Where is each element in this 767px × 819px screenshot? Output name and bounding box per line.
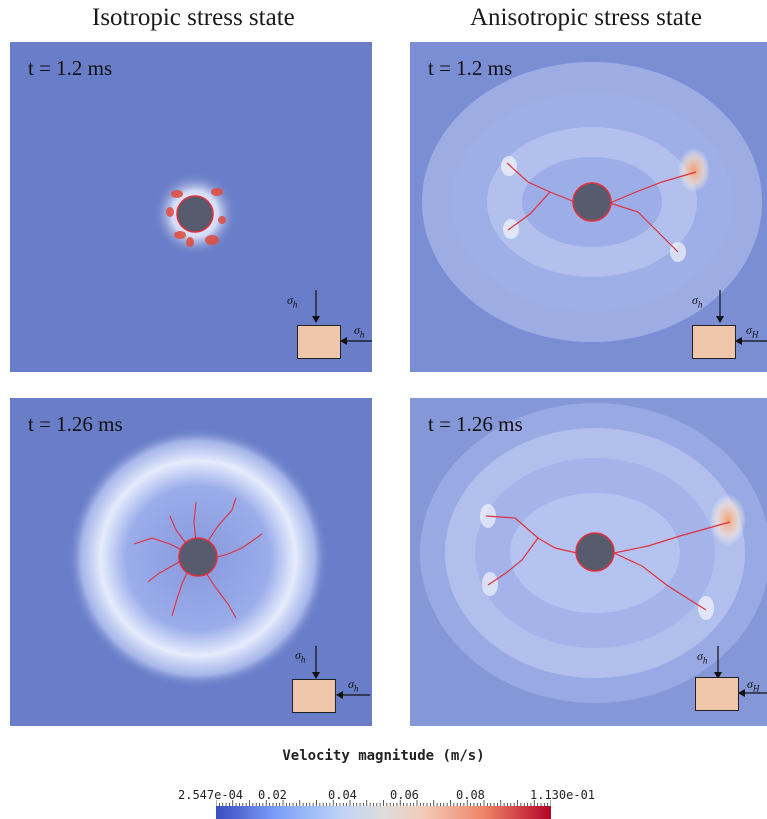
fracture-tips (166, 188, 226, 247)
time-label: t = 1.26 ms (28, 412, 123, 436)
borehole (575, 532, 615, 572)
anisotropic-title: Anisotropic stress state (470, 4, 702, 31)
sigma-top-label: σh (287, 293, 298, 310)
sigma-side-label: σh (348, 677, 359, 694)
borehole (572, 182, 612, 222)
panel-isotropic-t1: t = 1.2 ms σh σh (10, 42, 372, 372)
sigma-side-label: σH (746, 323, 759, 340)
colorbar-tick: 0.02 (258, 788, 287, 802)
colorbar (216, 806, 551, 819)
stress-box (692, 325, 736, 359)
time-label: t = 1.2 ms (428, 56, 513, 80)
time-label: t = 1.26 ms (428, 412, 523, 436)
arrow-down-icon (312, 290, 320, 323)
stress-box (695, 677, 739, 711)
borehole (176, 195, 214, 233)
velocity-field (10, 42, 372, 372)
colorbar-title: Velocity magnitude (m/s) (282, 748, 485, 764)
arrow-down-icon (714, 646, 722, 679)
arrow-down-icon (716, 290, 724, 323)
borehole (178, 537, 218, 577)
panel-anisotropic-t1: t = 1.2 ms σh σH (410, 42, 767, 372)
stress-box (292, 679, 336, 713)
colorbar-tick-max: 1.130e-01 (530, 788, 596, 802)
arrow-left-icon (336, 691, 370, 699)
fracture-paths (506, 162, 697, 253)
sigma-top-label: σh (697, 649, 708, 666)
arrow-left-icon (340, 337, 372, 345)
velocity-field (10, 398, 372, 726)
arrow-left-icon (735, 337, 767, 345)
panel-isotropic-t2: t = 1.26 ms σh σh (10, 398, 372, 726)
time-label: t = 1.2 ms (28, 56, 113, 80)
arrow-down-icon (312, 646, 320, 679)
colorbar-tick: 0.08 (456, 788, 485, 802)
sigma-side-label: σH (747, 677, 760, 694)
colorbar-tick: 0.04 (328, 788, 357, 802)
colorbar-tick: 0.06 (390, 788, 419, 802)
fracture-paths (485, 515, 731, 611)
sigma-top-label: σh (295, 648, 306, 665)
arrow-left-icon (738, 689, 767, 697)
stress-box (297, 325, 341, 359)
velocity-field (410, 42, 767, 372)
velocity-field (410, 398, 767, 726)
isotropic-title: Isotropic stress state (92, 4, 295, 31)
fracture-paths (133, 497, 263, 619)
colorbar-tick-min: 2.547e-04 (178, 788, 244, 802)
panel-anisotropic-t2: t = 1.26 ms σh σH (410, 398, 767, 726)
sigma-side-label: σh (354, 323, 365, 340)
sigma-top-label: σh (692, 293, 703, 310)
